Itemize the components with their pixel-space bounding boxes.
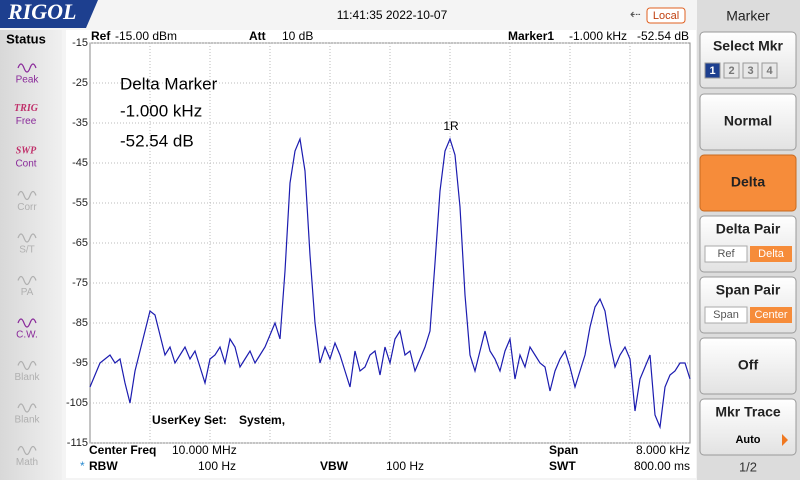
status-icon (17, 275, 37, 286)
status-icon (17, 233, 37, 243)
local-label[interactable]: Local (653, 10, 679, 22)
trace (89, 136, 691, 430)
span-pair-center-label: Center (754, 309, 787, 321)
normal-button[interactable] (699, 93, 797, 151)
y-tick-label: -55 (72, 197, 88, 209)
status-label: Blank (14, 415, 40, 426)
y-tick-label: -85 (72, 317, 88, 329)
status-icon (17, 318, 37, 328)
menu-title: Marker (726, 8, 770, 24)
span-pair-span-label: Span (713, 309, 739, 321)
delta-freq: -1.000 kHz (120, 101, 202, 120)
off-button[interactable] (699, 337, 797, 395)
marker-tag: 1R (443, 119, 459, 133)
att-value: 10 dB (282, 29, 313, 43)
marker-option[interactable] (761, 62, 778, 79)
clock: 11:41:35 2022-10-07 (337, 8, 448, 22)
y-tick-label: -45 (72, 157, 88, 169)
plot: -15 -25 -35 -45 -55 -65 -75 -85 -95 -105 -115 (66, 37, 691, 449)
delta-title: Delta Marker (120, 74, 218, 93)
ref-label: Ref (91, 29, 111, 43)
swt-value: 800.00 ms (634, 459, 690, 473)
att-label: Att (249, 29, 266, 43)
mkr-trace-label: Mkr Trace (715, 404, 781, 420)
span-pair-span[interactable] (704, 306, 748, 324)
swt-label: SWT (549, 459, 576, 473)
local-button[interactable] (646, 7, 686, 24)
vbw-label: VBW (320, 459, 349, 473)
off-label: Off (738, 357, 759, 373)
status-label: C.W. (16, 330, 38, 341)
y-tick-label: -115 (67, 437, 88, 449)
y-tick-label: -15 (72, 37, 88, 49)
status-title: Status (6, 31, 46, 46)
marker-option-label: 1 (709, 65, 715, 77)
center-value: 10.000 MHz (172, 443, 237, 457)
delta-pair-delta[interactable] (750, 246, 792, 262)
span-value: 8.000 kHz (636, 443, 690, 457)
status-icon (17, 360, 37, 371)
status-label: Blank (14, 372, 40, 383)
status-icon (17, 445, 37, 456)
menu-page: 1/2 (739, 459, 757, 474)
mkr-trace-value: Auto (735, 434, 760, 446)
status-label: TRIG (14, 103, 39, 114)
rbw-value: 100 Hz (198, 459, 236, 473)
status-label: Peak (16, 75, 40, 86)
rbw-star: * (80, 459, 85, 473)
marker-label: Marker1 (508, 29, 554, 43)
status-icon (17, 63, 37, 73)
ref-value: -15.00 dBm (115, 29, 177, 43)
y-tick-label: -105 (66, 397, 88, 409)
marker-freq: -1.000 kHz (569, 29, 627, 43)
span-label: Span (549, 443, 578, 457)
status-label: PA (21, 287, 34, 298)
status-label: S/T (19, 245, 35, 256)
y-tick-label: -25 (72, 77, 88, 89)
marker-option-label: 4 (766, 65, 773, 77)
delta-button[interactable] (699, 154, 797, 212)
vbw-value: 100 Hz (386, 459, 424, 473)
delta-label: Delta (731, 174, 765, 190)
userkey-value: System, (239, 413, 285, 427)
status-icon (17, 403, 37, 413)
select-mkr-label: Select Mkr (713, 38, 784, 54)
marker-option-label: 2 (728, 65, 734, 77)
span-pair-label: Span Pair (716, 282, 781, 298)
y-tick-label: -75 (72, 277, 88, 289)
span-pair-center[interactable] (750, 307, 792, 323)
select-options: 1 2 3 4 (704, 62, 778, 79)
submenu-arrow (782, 434, 788, 446)
marker-option[interactable] (704, 62, 721, 79)
delta-pair-ref-label: Ref (717, 248, 735, 260)
delta-pair-label: Delta Pair (716, 221, 781, 237)
rbw-label: RBW (89, 459, 118, 473)
delta-pair-delta-label: Delta (758, 248, 785, 260)
status-items: Peak TRIG Free SWP Cont Corr S/T PA C.W. Blank Bla… (14, 63, 41, 468)
y-tick-label: -95 (72, 357, 88, 369)
vertical-grid (149, 43, 631, 443)
marker-option-label: 3 (747, 65, 753, 77)
status-label: Corr (17, 202, 37, 213)
y-tick-label: -65 (72, 237, 88, 249)
marker-option[interactable] (742, 62, 759, 79)
logo-box (0, 0, 98, 28)
center-label: Center Freq (89, 443, 156, 457)
usb-icon: ⇠ (630, 6, 641, 21)
status-icon (17, 190, 37, 201)
status-label: Cont (15, 159, 36, 170)
status-label: SWP (16, 145, 37, 156)
normal-label: Normal (724, 113, 772, 129)
status-label: Free (16, 116, 37, 127)
y-tick-label: -35 (72, 117, 88, 129)
delta-level: -52.54 dB (120, 131, 194, 150)
delta-pair-ref[interactable] (704, 245, 748, 263)
status-label: Math (16, 457, 38, 468)
marker-level: -52.54 dB (637, 29, 689, 43)
mkr-trace-button[interactable] (699, 398, 797, 456)
brand: RIGOL (7, 0, 76, 24)
marker-option[interactable] (723, 62, 740, 79)
userkey-label: UserKey Set: (152, 413, 227, 427)
